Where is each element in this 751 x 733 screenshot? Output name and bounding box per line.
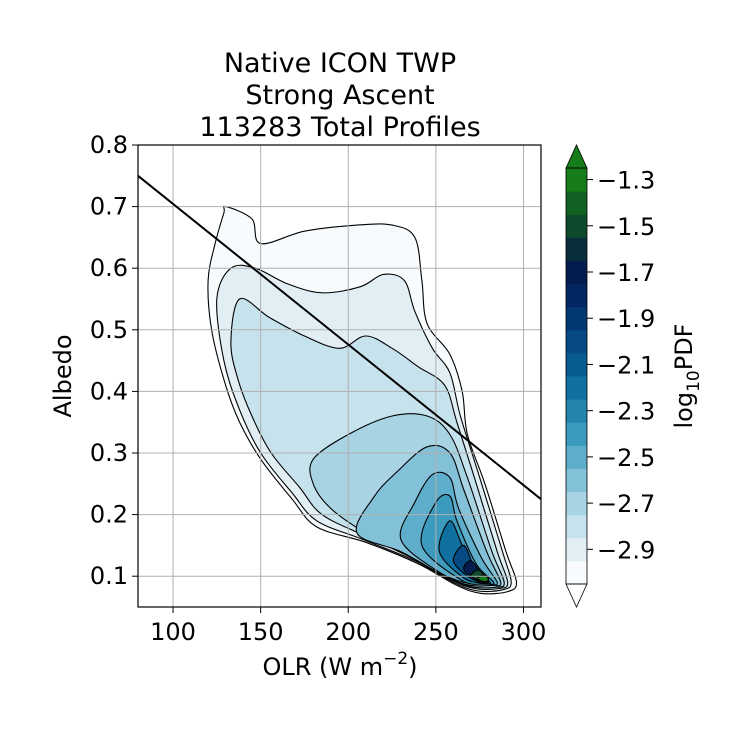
x-axis-label-main: OLR (W m [262, 653, 383, 681]
y-tick-label-6: 0.7 [90, 193, 128, 221]
colorbar-swatch-6 [566, 422, 587, 446]
colorbar-swatch-8 [566, 376, 587, 400]
x-tick-label-0: 100 [150, 618, 196, 646]
colorbar-swatch-9 [566, 352, 587, 377]
colorbar-swatch-12 [566, 283, 587, 308]
chart-title-line-2: Strong Ascent [245, 80, 434, 111]
y-tick-label-3: 0.4 [90, 377, 128, 405]
y-tick-label-4: 0.5 [90, 316, 128, 344]
y-tick-label-0: 0.1 [90, 562, 128, 590]
colorbar-swatch-4 [566, 468, 587, 493]
colorbar-tick-label-6: −2.5 [597, 444, 655, 472]
x-axis-label-sup: −2 [383, 649, 408, 669]
colorbar-tick-label-4: −2.1 [597, 351, 655, 379]
y-tick-label-1: 0.2 [90, 501, 128, 529]
colorbar-swatch-0 [566, 560, 587, 585]
colorbar-label: log10PDF [670, 324, 704, 429]
colorbar-tick-label-8: −2.9 [597, 536, 655, 564]
y-axis-label: Albedo [49, 334, 77, 417]
colorbar-swatch-15 [566, 214, 587, 238]
colorbar-tick-label-0: −1.3 [597, 167, 655, 195]
colorbar-label-sub: 10 [684, 370, 704, 392]
colorbar [565, 144, 588, 608]
y-tick-label-5: 0.6 [90, 254, 128, 282]
colorbar-extend-max [565, 144, 588, 169]
colorbar-swatch-13 [566, 260, 587, 285]
colorbar-extend-min [565, 583, 588, 608]
colorbar-swatch-2 [566, 514, 587, 539]
x-axis-label-end: ) [408, 653, 417, 681]
colorbar-label-end: PDF [670, 324, 698, 371]
x-axis-ticks: 100 150 200 250 300 [150, 607, 546, 646]
colorbar-swatch-5 [566, 445, 587, 469]
colorbar-tick-label-3: −1.9 [597, 305, 655, 333]
x-tick-label-3: 250 [413, 618, 459, 646]
colorbar-swatch-3 [566, 491, 587, 516]
colorbar-tick-label-2: −1.7 [597, 259, 655, 287]
chart-title-line-1: Native ICON TWP [224, 48, 456, 79]
colorbar-swatch-7 [566, 399, 587, 423]
contour-fills [207, 205, 518, 595]
colorbar-tick-label-5: −2.3 [597, 398, 655, 426]
plot-frame [137, 144, 542, 608]
colorbar-swatch-1 [566, 537, 587, 562]
colorbar-tick-label-7: −2.7 [597, 490, 655, 518]
reference-line-group [138, 175, 541, 500]
colorbar-label-main: log [670, 392, 698, 429]
colorbar-swatch-16 [566, 191, 587, 215]
y-tick-label-2: 0.3 [90, 439, 128, 467]
reference-line [138, 175, 541, 500]
x-tick-label-4: 300 [501, 618, 547, 646]
colorbar-frame [565, 167, 588, 585]
x-tick-label-1: 150 [238, 618, 284, 646]
x-tick-label-2: 200 [325, 618, 371, 646]
y-axis-ticks: 0.1 0.2 0.3 0.4 0.5 0.6 0.7 0.8 [90, 131, 138, 590]
colorbar-swatch-17 [566, 168, 587, 192]
x-axis-label: OLR (W m−2) [262, 649, 417, 681]
colorbar-swatch-10 [566, 329, 587, 354]
y-tick-label-7: 0.8 [90, 131, 128, 159]
colorbar-ticks: −1.3 −1.5 −1.7 −1.9 −2.1 −2.3 −2.5 −2.7 −2.9 [587, 167, 655, 564]
colorbar-swatch-11 [566, 306, 587, 331]
chart-title-line-3: 113283 Total Profiles [199, 112, 480, 143]
colorbar-swatch-14 [566, 237, 587, 261]
colorbar-tick-label-1: −1.5 [597, 213, 655, 241]
